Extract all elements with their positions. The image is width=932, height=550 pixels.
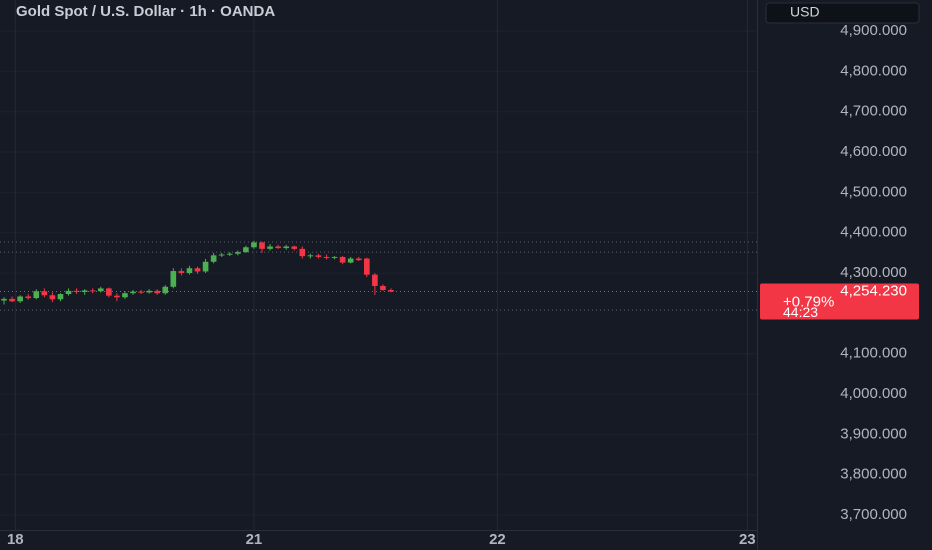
chart-title: Gold Spot / U.S. Dollar · 1h · OANDA	[16, 3, 275, 20]
currency[interactable]: USD	[790, 4, 820, 20]
candle-body	[33, 291, 40, 299]
currency-box[interactable]	[765, 2, 920, 24]
candle-body	[97, 288, 104, 292]
x-tick-label: 21	[246, 531, 263, 548]
candle-body	[226, 253, 233, 255]
candle-body	[259, 242, 265, 249]
last-price: 4,254.230	[840, 282, 907, 299]
y-tick-label: 4,100.000	[840, 345, 907, 362]
candle-body	[331, 256, 338, 258]
candle-body	[388, 290, 394, 292]
candle-body	[307, 255, 314, 257]
y-tick-label: 4,300.000	[840, 264, 907, 281]
candle-body	[49, 295, 56, 300]
candle-body	[178, 271, 185, 274]
candle-body	[372, 274, 378, 286]
candle-body	[138, 291, 144, 293]
candle-body	[170, 271, 177, 287]
axes: 4,900.000 4,800.000 4,700.000 4,600.000 4,50…	[7, 22, 919, 548]
candle-body	[347, 258, 354, 263]
candle-body	[154, 290, 161, 294]
candle-body	[25, 296, 32, 299]
candle-body	[243, 247, 249, 253]
candle-body	[1, 298, 7, 301]
candle-body	[315, 255, 322, 257]
candle-body	[283, 246, 290, 249]
candle-body	[130, 291, 136, 294]
candle-body	[162, 286, 169, 294]
candle-body	[146, 290, 152, 293]
candle-body	[355, 258, 362, 261]
candle-body	[194, 268, 201, 272]
y-tick-label: 4,800.000	[840, 62, 907, 79]
candle-body	[57, 294, 64, 300]
y-tick-label: 4,600.000	[840, 143, 907, 160]
y-tick-label: 4,700.000	[840, 103, 907, 120]
candle-body	[299, 248, 306, 257]
plot-area	[0, 240, 757, 311]
candle-body	[267, 246, 273, 249]
y-tick-label: 4,900.000	[840, 22, 907, 39]
candle-body	[65, 290, 72, 295]
y-tick-label: 4,500.000	[840, 183, 907, 200]
candle-body	[114, 295, 120, 298]
candle-body	[235, 252, 241, 254]
candle-body	[186, 268, 193, 274]
countdown: 44:23	[783, 304, 818, 320]
grid	[14, 0, 748, 530]
candle-body	[339, 256, 346, 263]
candle-body	[202, 261, 209, 272]
candle-body	[81, 290, 88, 293]
candle-body	[323, 256, 330, 258]
y-tick-label: 3,900.000	[840, 425, 907, 442]
candle-body	[9, 298, 15, 302]
candle-body	[210, 255, 217, 262]
candle-body	[106, 288, 112, 296]
candle-body	[380, 285, 386, 291]
price-change: +0.79%	[783, 293, 834, 310]
y-tick-label: 4,400.000	[840, 224, 907, 241]
last-price-box	[760, 283, 919, 320]
y-tick-label: 4,000.000	[840, 385, 907, 402]
candle-body	[73, 290, 80, 293]
x-tick-label: 23	[739, 531, 756, 548]
y-tick-label: 3,700.000	[840, 506, 907, 523]
candle-body	[17, 296, 23, 302]
candle-body	[218, 254, 225, 256]
candle-body	[41, 291, 48, 296]
candle-body	[363, 258, 370, 275]
x-tick-label: 22	[489, 531, 506, 548]
y-tick-label: 3,800.000	[840, 466, 907, 483]
candle-body	[291, 246, 298, 249]
candle-body	[275, 246, 281, 249]
candle-body	[89, 290, 96, 292]
candle-body	[122, 293, 128, 298]
candle-body	[251, 242, 257, 248]
x-tick-label: 18	[7, 531, 24, 548]
